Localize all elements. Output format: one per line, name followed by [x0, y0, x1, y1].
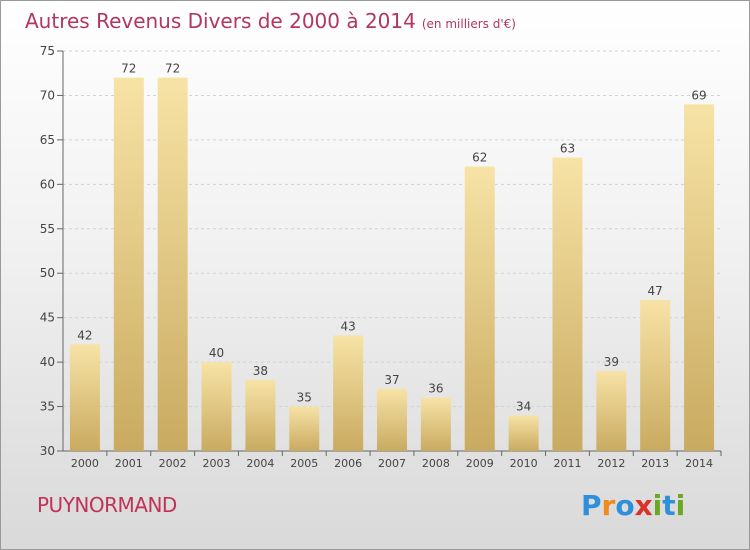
x-tick-label: 2000 — [71, 457, 99, 470]
x-tick-label: 2007 — [378, 457, 406, 470]
data-label: 72 — [165, 62, 180, 76]
bar — [508, 415, 539, 451]
x-tick-label: 2012 — [597, 457, 625, 470]
bar — [201, 362, 232, 451]
bar — [464, 166, 495, 452]
place-name: PUYNORMAND — [37, 493, 177, 517]
bar — [552, 157, 583, 451]
data-label: 35 — [297, 391, 312, 405]
x-tick-label: 2009 — [466, 457, 494, 470]
bar — [113, 77, 144, 452]
bar — [333, 335, 364, 451]
data-label: 38 — [253, 364, 268, 378]
bar — [157, 77, 188, 452]
bar — [377, 388, 407, 451]
data-label: 36 — [428, 382, 443, 396]
y-tick-label: 45 — [40, 311, 55, 325]
logo-letter: r — [601, 489, 616, 522]
bar — [69, 344, 100, 451]
logo-letter: o — [615, 489, 635, 522]
data-label: 42 — [77, 328, 92, 342]
data-label: 47 — [648, 284, 663, 298]
x-tick-label: 2013 — [641, 457, 669, 470]
x-tick-label: 2011 — [553, 457, 581, 470]
logo-letter: i — [652, 489, 663, 522]
chart-title: Autres Revenus Divers de 2000 à 2014 (en … — [25, 9, 516, 33]
x-tick-label: 2008 — [422, 457, 450, 470]
data-label: 63 — [560, 142, 575, 156]
y-tick-label: 50 — [40, 266, 55, 280]
logo-letter: t — [662, 489, 676, 522]
x-tick-label: 2004 — [246, 457, 274, 470]
y-tick-label: 70 — [40, 88, 55, 102]
chart-title-text: Autres Revenus Divers de 2000 à 2014 — [25, 9, 416, 33]
x-tick-label: 2006 — [334, 457, 362, 470]
data-label: 72 — [121, 62, 136, 76]
data-label: 62 — [472, 151, 487, 165]
bar — [289, 406, 320, 451]
logo-letter: P — [581, 489, 602, 522]
x-tick-label: 2001 — [115, 457, 143, 470]
bar — [420, 397, 451, 451]
x-tick-label: 2010 — [510, 457, 538, 470]
y-tick-label: 65 — [40, 133, 55, 147]
y-tick-label: 75 — [40, 44, 55, 58]
x-tick-label: 2003 — [203, 457, 231, 470]
x-tick-label: 2002 — [159, 457, 187, 470]
data-label: 40 — [209, 346, 224, 360]
data-label: 34 — [516, 399, 531, 413]
y-tick-label: 55 — [40, 222, 55, 236]
data-label: 37 — [384, 373, 399, 387]
bar — [640, 299, 671, 451]
x-tick-label: 2014 — [685, 457, 713, 470]
bar — [245, 379, 276, 451]
data-label: 43 — [340, 319, 355, 333]
logo-letter: x — [634, 489, 653, 522]
y-tick-label: 30 — [40, 444, 55, 458]
data-label: 39 — [604, 355, 619, 369]
chart-unit: (en milliers d'€) — [421, 17, 516, 31]
proxiti-logo: Proxiti — [581, 489, 685, 522]
y-tick-label: 35 — [40, 400, 55, 414]
x-tick-label: 2005 — [290, 457, 318, 470]
y-tick-label: 40 — [40, 355, 55, 369]
logo-letter: i — [675, 489, 686, 522]
bar — [684, 104, 715, 451]
bar — [596, 371, 627, 451]
y-tick-label: 60 — [40, 177, 55, 191]
data-label: 69 — [691, 88, 706, 102]
